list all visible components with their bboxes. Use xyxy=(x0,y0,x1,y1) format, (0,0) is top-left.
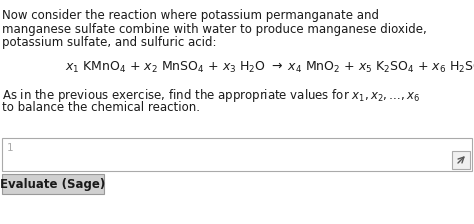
FancyBboxPatch shape xyxy=(2,174,104,194)
Text: potassium sulfate, and sulfuric acid:: potassium sulfate, and sulfuric acid: xyxy=(2,36,217,49)
Text: As in the previous exercise, find the appropriate values for $x_1, x_2, \ldots, : As in the previous exercise, find the ap… xyxy=(2,87,420,104)
Text: manganese sulfate combine with water to produce manganese dioxide,: manganese sulfate combine with water to … xyxy=(2,22,427,35)
Text: 1: 1 xyxy=(7,143,14,153)
FancyBboxPatch shape xyxy=(452,151,470,169)
Text: Evaluate (Sage): Evaluate (Sage) xyxy=(0,177,106,190)
Text: $x_1$ KMnO$_4$ $+$ $x_2$ MnSO$_4$ $+$ $x_3$ H$_2$O $\rightarrow$ $x_4$ MnO$_2$ $: $x_1$ KMnO$_4$ $+$ $x_2$ MnSO$_4$ $+$ $x… xyxy=(65,60,474,75)
Text: to balance the chemical reaction.: to balance the chemical reaction. xyxy=(2,101,200,114)
Text: Now consider the reaction where potassium permanganate and: Now consider the reaction where potassiu… xyxy=(2,9,379,22)
FancyBboxPatch shape xyxy=(2,138,472,171)
